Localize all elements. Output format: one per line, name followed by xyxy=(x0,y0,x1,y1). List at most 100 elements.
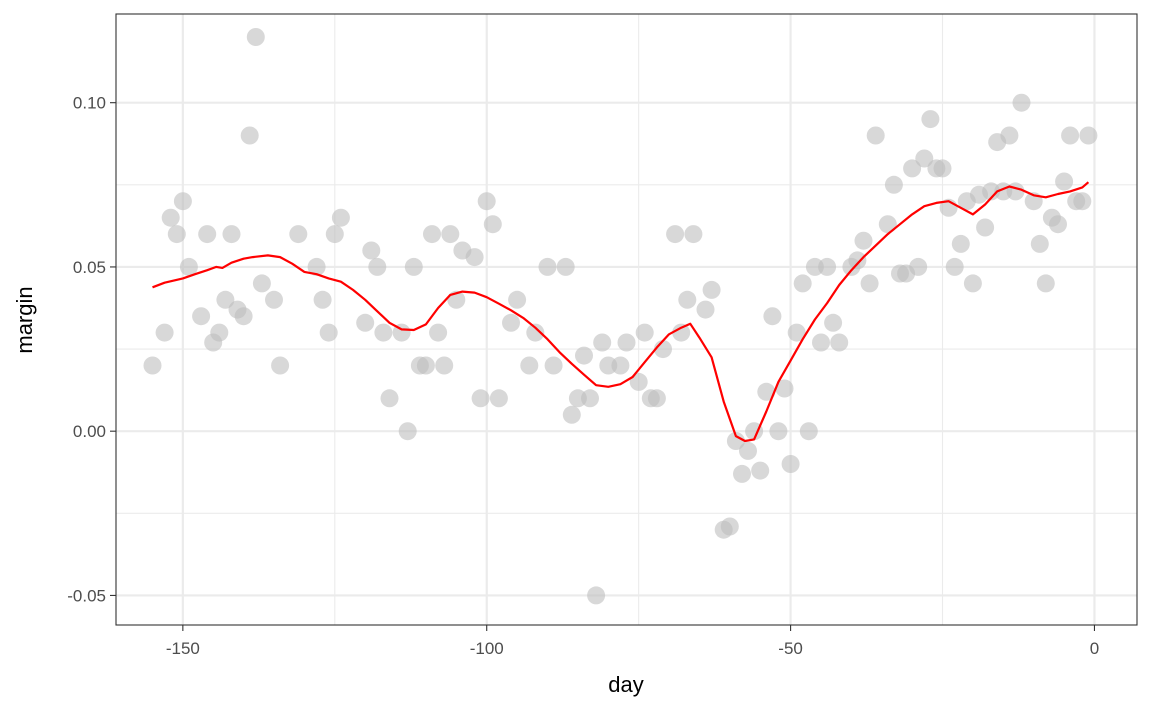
data-point xyxy=(356,313,375,332)
data-point xyxy=(234,307,253,326)
data-point xyxy=(793,274,812,293)
data-point xyxy=(222,225,241,244)
data-point xyxy=(812,333,830,352)
data-point xyxy=(429,323,448,342)
data-point xyxy=(483,215,502,234)
data-point xyxy=(818,257,837,276)
data-point xyxy=(976,218,995,237)
data-point xyxy=(252,274,271,293)
data-point xyxy=(860,274,879,293)
data-point xyxy=(593,333,612,352)
data-point xyxy=(684,225,703,244)
data-point xyxy=(198,225,217,244)
data-point xyxy=(739,441,757,460)
data-point xyxy=(556,257,575,276)
data-point xyxy=(1000,126,1019,145)
data-point xyxy=(769,422,788,441)
data-point xyxy=(733,464,751,483)
data-point xyxy=(696,300,715,319)
data-point xyxy=(489,389,508,408)
data-point xyxy=(581,389,599,408)
data-point xyxy=(903,159,922,178)
data-point xyxy=(587,586,606,605)
data-point xyxy=(824,313,843,332)
data-point xyxy=(374,323,393,342)
data-point xyxy=(672,323,691,342)
data-point xyxy=(629,372,648,391)
data-point xyxy=(702,280,721,299)
data-point xyxy=(617,333,636,352)
data-point xyxy=(830,333,849,352)
data-point xyxy=(544,356,563,375)
data-point xyxy=(933,159,952,178)
panel-border xyxy=(115,13,1138,626)
y-tick-label: 0.10 xyxy=(73,94,106,113)
data-point xyxy=(921,110,940,129)
data-point xyxy=(526,323,545,342)
data-point xyxy=(884,175,903,194)
data-point xyxy=(878,215,897,234)
data-point xyxy=(502,313,520,332)
data-point xyxy=(915,149,934,168)
data-point xyxy=(575,346,593,365)
data-point xyxy=(951,234,970,253)
data-point xyxy=(216,290,235,309)
data-point xyxy=(398,422,417,441)
data-point xyxy=(1055,172,1074,191)
data-point xyxy=(508,290,527,309)
data-point xyxy=(167,225,186,244)
data-point xyxy=(1030,234,1049,253)
y-axis: -0.05 0.00 0.05 0.10 xyxy=(67,94,116,605)
data-point xyxy=(331,208,350,227)
data-point xyxy=(848,251,867,270)
minor-gridlines xyxy=(116,14,1137,625)
x-axis-title: day xyxy=(608,672,643,697)
data-point xyxy=(240,126,259,145)
data-point xyxy=(477,192,496,211)
data-point xyxy=(538,257,557,276)
data-point xyxy=(1061,126,1080,145)
data-point xyxy=(368,257,387,276)
data-point xyxy=(781,455,800,473)
major-gridlines xyxy=(116,14,1137,625)
data-point xyxy=(666,225,685,244)
data-point xyxy=(726,432,745,450)
data-point xyxy=(763,307,782,326)
data-point xyxy=(1079,126,1098,145)
x-tick-label: -100 xyxy=(470,639,504,658)
data-point xyxy=(325,225,344,244)
data-point xyxy=(678,290,697,309)
smooth-trend-line xyxy=(152,181,1090,443)
data-point xyxy=(945,257,964,276)
data-point xyxy=(1049,215,1067,234)
data-point xyxy=(246,28,265,46)
x-tick-label: -150 xyxy=(166,639,200,658)
data-point xyxy=(380,389,399,408)
data-point xyxy=(787,323,806,342)
data-point xyxy=(757,382,776,401)
data-point xyxy=(635,323,654,342)
y-tick-label: 0.05 xyxy=(73,258,106,277)
y-tick-label: -0.05 xyxy=(67,586,106,605)
data-point xyxy=(1073,192,1092,211)
data-point xyxy=(1012,93,1031,112)
data-point xyxy=(307,257,326,276)
data-point xyxy=(720,517,739,536)
data-point xyxy=(799,422,818,441)
data-point xyxy=(435,356,454,375)
data-point xyxy=(465,248,484,267)
data-point xyxy=(562,405,581,424)
x-tick-label: 0 xyxy=(1090,639,1099,658)
data-point xyxy=(404,257,423,276)
data-point xyxy=(313,290,332,309)
data-point xyxy=(192,307,211,326)
data-point xyxy=(751,461,770,480)
data-point xyxy=(161,208,180,227)
data-point xyxy=(471,389,490,408)
data-point xyxy=(179,257,198,276)
data-point xyxy=(416,356,435,375)
x-tick-label: -50 xyxy=(778,639,803,658)
x-axis: -150 -100 -50 0 xyxy=(166,625,1099,658)
data-point xyxy=(1006,182,1025,201)
